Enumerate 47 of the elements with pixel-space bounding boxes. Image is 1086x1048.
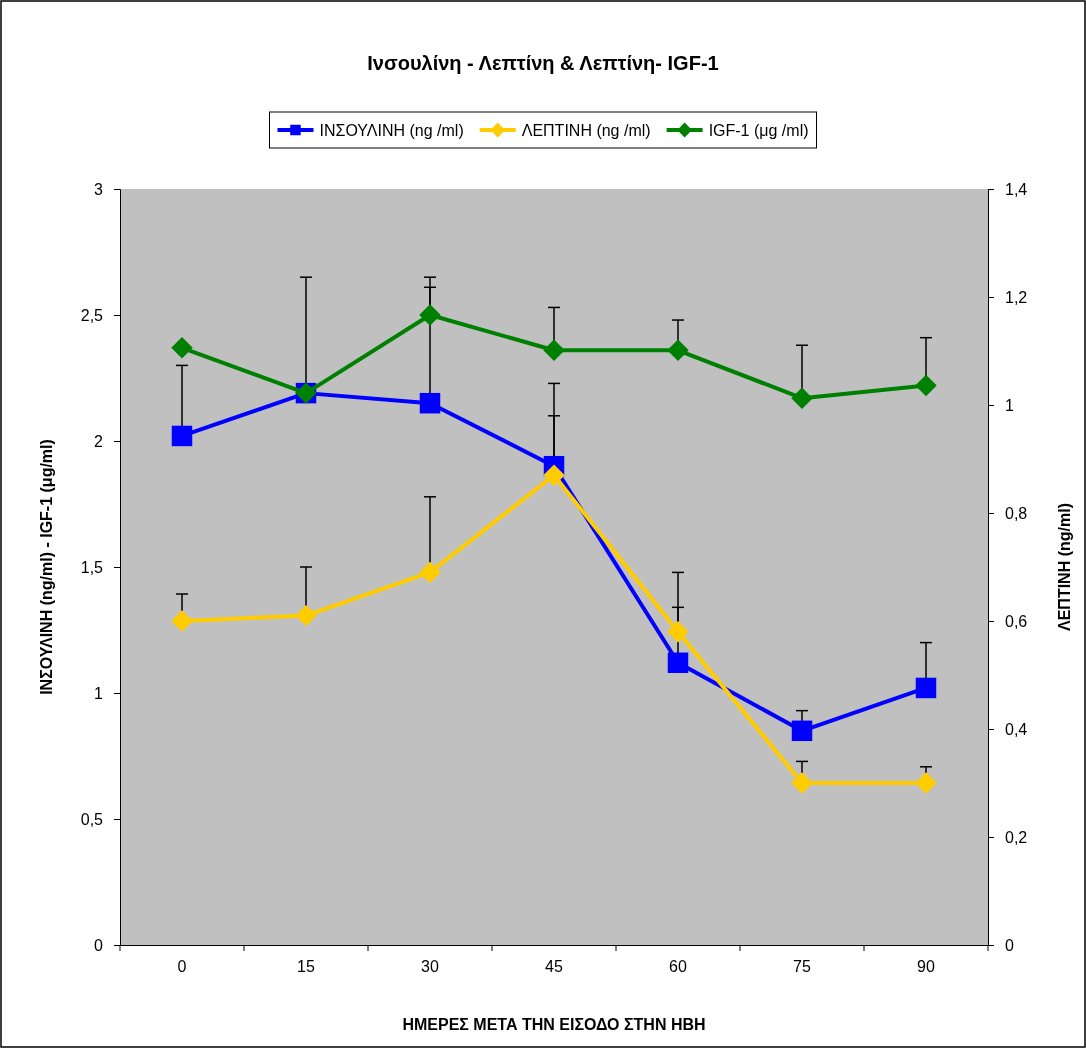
x-axis-title: ΗΜΕΡΕΣ ΜΕΤΑ ΤΗΝ ΕΙΣΟΔΟ ΣΤΗΝ ΗΒΗ xyxy=(402,1016,706,1033)
point xyxy=(915,374,937,397)
chart-title: Ινσουλίνη - Λεπτίνη & Λεπτίνη- IGF-1 xyxy=(367,52,719,74)
y2-tick-label: 1,4 xyxy=(1005,180,1028,198)
point xyxy=(419,561,441,584)
point xyxy=(791,772,813,794)
point xyxy=(171,425,193,447)
y2-tick-label: 1 xyxy=(1005,396,1014,414)
y2-tick-label: 1,2 xyxy=(1005,288,1028,306)
y2-tick-label: 0 xyxy=(1005,936,1014,954)
point xyxy=(171,610,193,632)
point xyxy=(667,339,689,361)
point xyxy=(791,720,813,742)
y2-tick-label: 0,2 xyxy=(1005,828,1028,846)
y-axis-title: ΙΝΣΟΥΛΙΝΗ (ng/ml) - IGF-1 (μg/ml) xyxy=(38,439,55,695)
y2-tick-label: 0,6 xyxy=(1005,612,1028,630)
point xyxy=(295,604,317,627)
point xyxy=(667,652,689,674)
x-tick-label: 45 xyxy=(545,957,563,975)
point xyxy=(419,304,441,326)
point xyxy=(667,621,689,643)
y-tick-label: 0 xyxy=(94,936,104,954)
point xyxy=(543,464,565,486)
legend-label: IGF-1 (μg /ml) xyxy=(708,122,809,139)
point xyxy=(915,772,937,794)
point xyxy=(543,339,565,361)
y-tick-label: 2,5 xyxy=(80,306,104,324)
y-tick-label: 3 xyxy=(94,180,104,198)
y-tick-label: 1 xyxy=(94,684,104,702)
y-tick-label: 2 xyxy=(94,432,104,450)
legend-label: ΛΕΠΤΙΝΗ (ng /ml) xyxy=(521,122,651,139)
legend-label: ΙΝΣΟΥΛΙΝΗ (ng /ml) xyxy=(319,122,464,139)
x-tick-label: 15 xyxy=(297,957,315,975)
x-tick-label: 60 xyxy=(669,957,687,975)
y2-tick-label: 0,8 xyxy=(1005,504,1028,522)
y-tick-label: 1,5 xyxy=(80,558,104,576)
x-tick-label: 30 xyxy=(421,957,439,975)
y2-axis-title: ΛΕΠΤΙΝΗ (ng/ml) xyxy=(1056,503,1073,631)
point xyxy=(915,677,937,699)
y-tick-label: 0,5 xyxy=(80,810,104,828)
point xyxy=(171,337,193,359)
x-tick-label: 0 xyxy=(177,957,187,975)
point xyxy=(419,392,441,414)
x-tick-label: 75 xyxy=(793,957,811,975)
x-tick-label: 90 xyxy=(917,957,935,975)
y2-tick-label: 0,4 xyxy=(1005,720,1028,738)
point xyxy=(791,387,813,409)
